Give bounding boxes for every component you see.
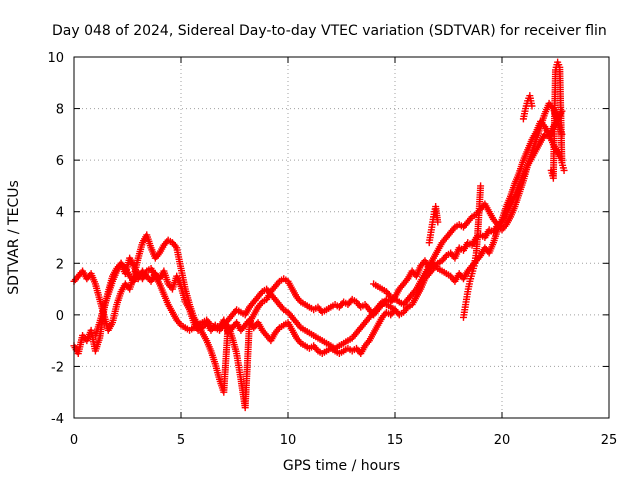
data-point xyxy=(477,182,485,190)
data-point xyxy=(391,306,399,314)
x-tick-label: 15 xyxy=(387,433,404,448)
y-tick-label: -2 xyxy=(51,360,64,375)
y-axis-label: SDTVAR / TECUs xyxy=(6,180,22,295)
x-tick-label: 10 xyxy=(280,433,297,448)
x-tick-label: 5 xyxy=(177,433,185,448)
chart-title: Day 048 of 2024, Sidereal Day-to-day VTE… xyxy=(52,23,607,39)
y-tick-label: 8 xyxy=(56,103,64,118)
x-tick-label: 0 xyxy=(70,433,78,448)
y-tick-label: 2 xyxy=(56,257,64,272)
x-tick-label: 25 xyxy=(601,433,618,448)
grid xyxy=(74,57,609,418)
data-point xyxy=(528,102,536,110)
x-tick-label: 20 xyxy=(494,433,511,448)
y-tick-label: 0 xyxy=(56,309,64,324)
y-tick-label: 10 xyxy=(47,51,64,66)
y-tick-label: -4 xyxy=(51,412,64,427)
plot-frame xyxy=(73,56,610,419)
y-tick-label: 6 xyxy=(56,154,64,169)
data-point xyxy=(560,166,568,174)
y-tick-label: 4 xyxy=(56,206,64,221)
x-axis-label: GPS time / hours xyxy=(283,458,400,474)
data-marks xyxy=(70,58,568,412)
data-point xyxy=(434,218,442,226)
axis-ticks: 0 5 10 15 20 25 -4 -2 0 2 4 6 8 10 xyxy=(47,51,617,448)
